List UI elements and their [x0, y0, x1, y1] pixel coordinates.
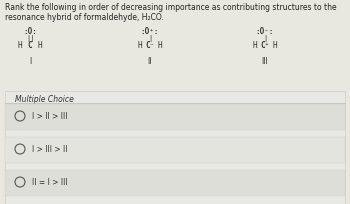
Text: H: H — [138, 40, 142, 49]
Text: I: I — [29, 57, 31, 66]
Text: |: | — [148, 35, 152, 42]
FancyBboxPatch shape — [5, 92, 345, 204]
Text: III: III — [262, 57, 268, 66]
Text: H: H — [38, 40, 42, 49]
Text: I > II > III: I > II > III — [32, 112, 68, 121]
Text: Multiple Choice: Multiple Choice — [15, 94, 74, 103]
Text: H: H — [253, 40, 257, 49]
Text: H: H — [273, 40, 277, 49]
Text: H: H — [158, 40, 162, 49]
Text: ||: || — [26, 35, 34, 42]
Text: Rank the following in order of decreasing importance as contributing structures : Rank the following in order of decreasin… — [5, 3, 337, 22]
Text: :O:: :O: — [23, 26, 37, 35]
FancyBboxPatch shape — [5, 170, 345, 196]
Text: II: II — [148, 57, 152, 66]
Text: :O⁻:: :O⁻: — [256, 26, 274, 35]
Text: :O⁺:: :O⁺: — [141, 26, 159, 35]
FancyBboxPatch shape — [0, 18, 350, 90]
FancyBboxPatch shape — [5, 104, 345, 130]
Text: C: C — [28, 40, 32, 49]
FancyBboxPatch shape — [5, 137, 345, 163]
Text: II = I > III: II = I > III — [32, 178, 68, 187]
FancyBboxPatch shape — [0, 0, 350, 30]
Text: C⁺: C⁺ — [260, 40, 270, 49]
Text: |: | — [263, 35, 267, 42]
Text: H: H — [18, 40, 22, 49]
Text: C⁻: C⁻ — [145, 40, 155, 49]
Text: I > III > II: I > III > II — [32, 145, 68, 154]
